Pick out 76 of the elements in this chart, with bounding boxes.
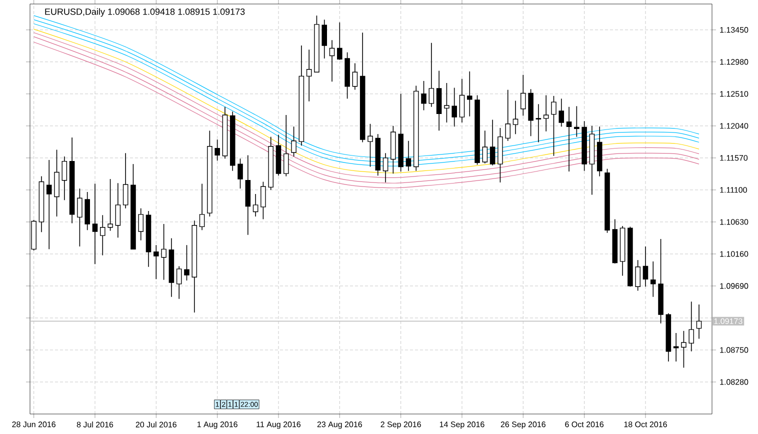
candlestick [444,82,450,123]
candlestick [566,106,572,172]
y-tick-label: 1.12510 [720,91,748,97]
y-tick-label: 1.08750 [720,347,748,353]
candlestick [154,244,159,280]
candlestick [161,224,166,280]
y-tick-label: 1.10160 [720,251,748,257]
y-tick-label: 1.11570 [720,155,748,161]
x-tick-label: 26 Sep 2016 [500,422,546,429]
candlestick [77,188,82,247]
candlestick [238,158,243,189]
candlestick [214,139,220,162]
y-tick-label: 1.09690 [720,283,748,289]
candlestick [536,104,542,143]
x-tick-label: 6 Oct 2016 [565,422,604,428]
candlestick [252,194,258,217]
y-tick-label: 1.11100 [720,187,747,193]
candlestick [184,244,190,281]
x-tick-label: 20 Jul 2016 [136,422,176,428]
y-tick-label: 1.12040 [720,123,748,129]
candlestick [406,140,412,172]
candlestick [635,260,640,292]
candlestick [452,87,457,127]
candlestick [337,22,342,60]
y-tick-label: 1.10630 [720,219,748,225]
x-tick-label: 14 Sep 2016 [440,422,484,429]
candlestick [421,80,426,111]
x-tick-label: 28 Jun 2016 [12,422,56,428]
candlestick [520,74,526,116]
candlestick [108,178,113,232]
x-tick-label: 23 Aug 2016 [317,422,362,429]
candlestick [505,89,511,142]
candlestick [382,152,388,183]
candlestick [322,19,328,59]
candlestick [329,40,335,82]
candlestick [138,208,144,241]
candlestick [681,330,686,368]
y-tick-label: 1.08280 [720,379,748,385]
candlestick [459,78,465,123]
candlestick [368,123,373,168]
candlestick [306,49,312,102]
candlestick [176,266,182,300]
candlestick [688,301,694,352]
candlestick [482,130,488,164]
candlestick [558,98,564,127]
candlestick [352,62,358,90]
candlestick [543,94,549,132]
candlestick [62,156,68,201]
x-tick-label: 1 Aug 2016 [197,422,238,429]
x-tick-label: 11 Aug 2016 [256,422,301,429]
candlestick [283,114,289,177]
y-tick-label: 1.12980 [720,59,748,65]
candlestick [466,71,472,117]
x-tick-label: 8 Jul 2016 [76,422,114,428]
candlestick [490,119,496,166]
y-tick-label: 1.13450 [720,27,748,33]
x-tick-label: 2 Sep 2016 [380,422,421,429]
candlestick [673,332,679,362]
x-tick-label: 18 Oct 2016 [624,422,667,428]
candlestick [696,304,702,340]
candlestick [291,126,296,157]
candlestick [551,96,556,156]
candlestick [260,181,266,220]
ref-line-label: 1.09173 [714,318,742,324]
candlestick [100,214,106,256]
candlestick [512,100,518,134]
candlestick [642,246,648,288]
candlestick [115,182,121,238]
candlestick [428,42,434,108]
candlestick [574,106,580,138]
candlestick [92,183,98,265]
candlestick [122,152,128,209]
candlestick [199,183,205,231]
candlestick [650,261,656,298]
chart-title: EURUSD,Daily 1.09068 1.09418 1.08915 1.09173 [45,8,245,17]
candlestick [46,160,52,250]
